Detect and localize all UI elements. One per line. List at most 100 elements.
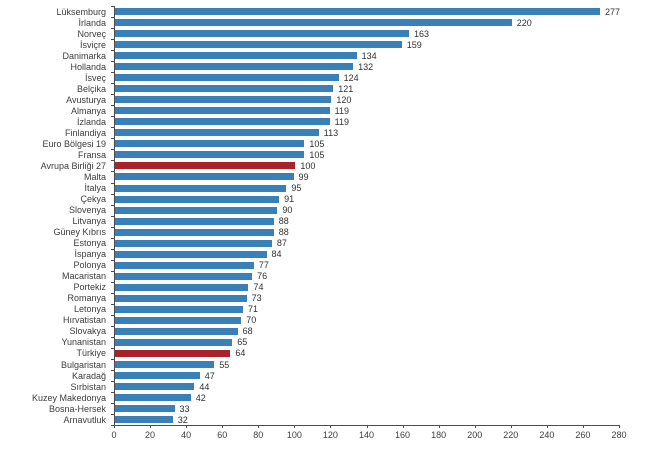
bar: [115, 63, 354, 71]
value-label: 91: [284, 194, 295, 205]
value-label: 68: [242, 326, 253, 337]
bar-row: 87: [111, 238, 620, 250]
y-axis-tick: [111, 127, 115, 129]
category-label: İtalya: [84, 183, 106, 194]
bar: [115, 8, 600, 16]
y-axis-tick: [111, 325, 115, 327]
x-tick-mark: [150, 425, 152, 428]
category-label: Slovakya: [69, 326, 106, 337]
x-tick-mark: [366, 425, 368, 428]
x-axis-ticks: 0 20 40 60 80 100 120 140 160 180 200 220 240 260 280: [111, 425, 627, 447]
category-label: Norveç: [77, 28, 106, 39]
y-axis-tick: [111, 204, 115, 206]
value-label: 124: [343, 72, 359, 83]
bar: [115, 383, 195, 391]
x-tick-mark: [222, 425, 224, 428]
bar: [115, 228, 274, 236]
category-label: Euro Bölgesi 19: [42, 138, 106, 149]
bar-rows: 277 220 163 159 134 132 124 121 120 119 119 113 105 1…: [111, 6, 620, 427]
y-axis-tick: [111, 17, 115, 19]
value-label: 220: [516, 17, 532, 28]
bar-row: 44: [111, 381, 620, 394]
value-label: 100: [300, 160, 316, 171]
value-label: 55: [219, 359, 230, 370]
bar-row: 71: [111, 304, 620, 316]
bar: [115, 96, 332, 104]
category-label: İrlanda: [78, 17, 106, 28]
bar-row: 95: [111, 183, 620, 195]
value-label: 105: [309, 149, 325, 160]
x-tick-mark: [438, 425, 440, 428]
category-label: İsviçre: [79, 39, 106, 50]
category-label: İspanya: [74, 249, 106, 260]
value-label: 33: [179, 403, 190, 414]
y-axis-tick: [111, 248, 115, 250]
value-label: 132: [358, 61, 374, 72]
y-axis-tick: [111, 281, 115, 283]
y-axis-tick: [111, 72, 115, 74]
category-label: Arnavutluk: [63, 414, 106, 425]
value-label: 88: [278, 216, 289, 227]
y-axis-tick: [111, 28, 115, 30]
y-axis-tick: [111, 182, 115, 184]
bar-row: 90: [111, 205, 620, 217]
bar-row: 77: [111, 260, 620, 272]
value-label: 88: [278, 227, 289, 238]
y-axis-tick: [111, 347, 115, 349]
category-label: Bulgaristan: [60, 359, 106, 370]
bar-row: 220: [111, 17, 620, 30]
bar-row: 132: [111, 61, 620, 74]
category-label: Portekiz: [73, 282, 106, 293]
bar-row: 105: [111, 149, 620, 162]
bar-row: 159: [111, 39, 620, 52]
value-label: 76: [257, 271, 268, 282]
y-axis-tick: [111, 193, 115, 195]
y-axis-tick: [111, 61, 115, 63]
bar-row: 277: [111, 6, 620, 19]
value-label: 121: [338, 83, 354, 94]
value-label: 42: [195, 392, 206, 403]
bar-row: 33: [111, 403, 620, 416]
category-label: Hırvatistan: [62, 315, 106, 326]
bar: [115, 361, 215, 369]
value-label: 77: [258, 260, 269, 271]
bar: [115, 52, 357, 60]
bar: [115, 272, 253, 280]
x-tick-mark: [114, 425, 115, 428]
bar-row: 124: [111, 72, 620, 85]
y-axis-tick: [111, 39, 115, 41]
category-label: Lüksemburg: [56, 6, 106, 17]
value-label: 163: [413, 28, 429, 39]
bar-row: 105: [111, 138, 620, 151]
bar-row: 91: [111, 194, 620, 206]
x-tick-label: 80: [253, 430, 264, 440]
x-tick-label: 180: [431, 430, 447, 440]
value-label: 32: [177, 414, 188, 425]
bar: [115, 184, 287, 192]
bar: [115, 405, 175, 413]
bar: [115, 250, 267, 258]
bar-row: 74: [111, 282, 620, 294]
bar-row: 70: [111, 315, 620, 327]
bar: [115, 195, 280, 203]
x-tick-mark: [582, 425, 584, 428]
bar: [115, 305, 244, 313]
category-label: Malta: [83, 171, 106, 182]
bar-row: 32: [111, 414, 620, 427]
x-tick-mark: [619, 425, 620, 428]
category-label: Bosna-Hersek: [48, 403, 106, 414]
value-label: 105: [309, 138, 325, 149]
category-label: Finlandiya: [64, 127, 106, 138]
bar: [115, 19, 512, 27]
y-axis-tick: [111, 171, 115, 173]
y-axis-tick: [111, 292, 115, 294]
y-axis-tick: [111, 50, 115, 52]
category-label: Kuzey Makedonya: [31, 392, 106, 403]
bar: [115, 294, 247, 302]
x-tick-label: 220: [503, 430, 519, 440]
value-label: 47: [204, 370, 215, 381]
bar: [115, 30, 409, 38]
category-label: Türkiye: [76, 348, 106, 359]
bar-row: 88: [111, 216, 620, 228]
x-tick-mark: [510, 425, 512, 428]
